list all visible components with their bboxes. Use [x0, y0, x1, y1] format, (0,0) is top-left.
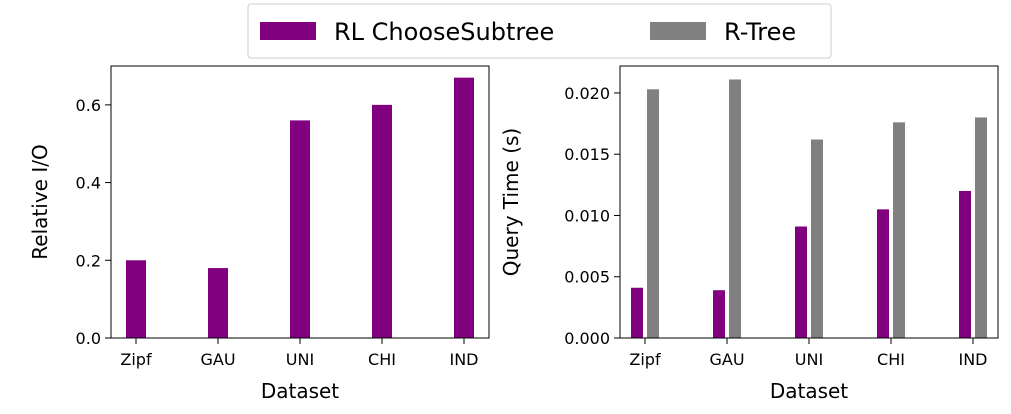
- bar-query-time-rl-chi: [877, 209, 889, 338]
- bar-relative-io-rl-gau: [208, 268, 228, 338]
- x-tick-label: Zipf: [120, 350, 152, 369]
- bar-query-time-rl-ind: [959, 190, 971, 338]
- legend-label-rl: RL ChooseSubtree: [334, 18, 554, 46]
- bar-query-time-rtree-zipf: [647, 89, 659, 338]
- x-tick-label: GAU: [200, 350, 235, 369]
- y-axis-label-relative-io: Relative I/O: [28, 144, 52, 259]
- y-tick-label: 0.4: [76, 174, 101, 193]
- x-tick-label: Zipf: [629, 350, 661, 369]
- plot-frame-query-time: [619, 65, 999, 339]
- y-axis-label-query-time: Query Time (s): [499, 128, 523, 276]
- y-tick-label: 0.005: [564, 268, 610, 287]
- chart-relative-io: 0.0 0.2 0.4 0.6 Zipf GAU UNI CHI IND Dataset Rel…: [28, 65, 490, 403]
- y-tick-label: 0.010: [564, 206, 610, 225]
- bar-relative-io-rl-uni: [290, 120, 310, 339]
- bar-relative-io-rl-zipf: [126, 260, 146, 338]
- bar-query-time-rl-gau: [713, 290, 725, 338]
- x-tick-label: IND: [958, 350, 987, 369]
- plot-frame-relative-io: [110, 65, 490, 339]
- bar-relative-io-rl-chi: [372, 104, 392, 338]
- ticks-query-time: 0.000 0.005 0.010 0.015 0.020 Zipf GAU UNI CHI IN…: [564, 84, 987, 369]
- y-tick-label: 0.6: [76, 96, 101, 115]
- legend-swatch-rl: [260, 22, 316, 40]
- x-tick-label: CHI: [368, 350, 396, 369]
- x-tick-label: IND: [449, 350, 478, 369]
- x-axis-label-query-time: Dataset: [770, 379, 848, 403]
- y-tick-label: 0.020: [564, 84, 610, 103]
- x-tick-label: UNI: [795, 350, 823, 369]
- bars-query-time: [631, 79, 987, 339]
- x-axis-label-relative-io: Dataset: [261, 379, 339, 403]
- x-tick-label: GAU: [709, 350, 744, 369]
- y-tick-label: 0.2: [76, 251, 101, 270]
- ticks-relative-io: 0.0 0.2 0.4 0.6 Zipf GAU UNI CHI IND: [76, 96, 479, 369]
- y-tick-label: 0.015: [564, 145, 610, 164]
- bar-query-time-rl-uni: [795, 226, 807, 338]
- bar-relative-io-rl-ind: [454, 77, 474, 339]
- y-tick-label: 0.000: [564, 329, 610, 348]
- bar-query-time-rtree-ind: [975, 117, 987, 338]
- legend: RL ChooseSubtree R-Tree: [247, 3, 832, 59]
- x-tick-label: CHI: [877, 350, 905, 369]
- bar-query-time-rtree-chi: [893, 122, 905, 339]
- bar-query-time-rl-zipf: [631, 287, 643, 338]
- chart-query-time: 0.000 0.005 0.010 0.015 0.020 Zipf GAU UNI CHI IN…: [499, 65, 999, 403]
- legend-label-rtree: R-Tree: [724, 18, 796, 46]
- y-tick-label: 0.0: [76, 329, 101, 348]
- bars-relative-io: [126, 77, 474, 339]
- legend-box: [247, 3, 832, 59]
- legend-swatch-rtree: [650, 22, 706, 40]
- bar-query-time-rtree-uni: [811, 139, 823, 338]
- bar-query-time-rtree-gau: [729, 79, 741, 338]
- x-tick-label: UNI: [286, 350, 314, 369]
